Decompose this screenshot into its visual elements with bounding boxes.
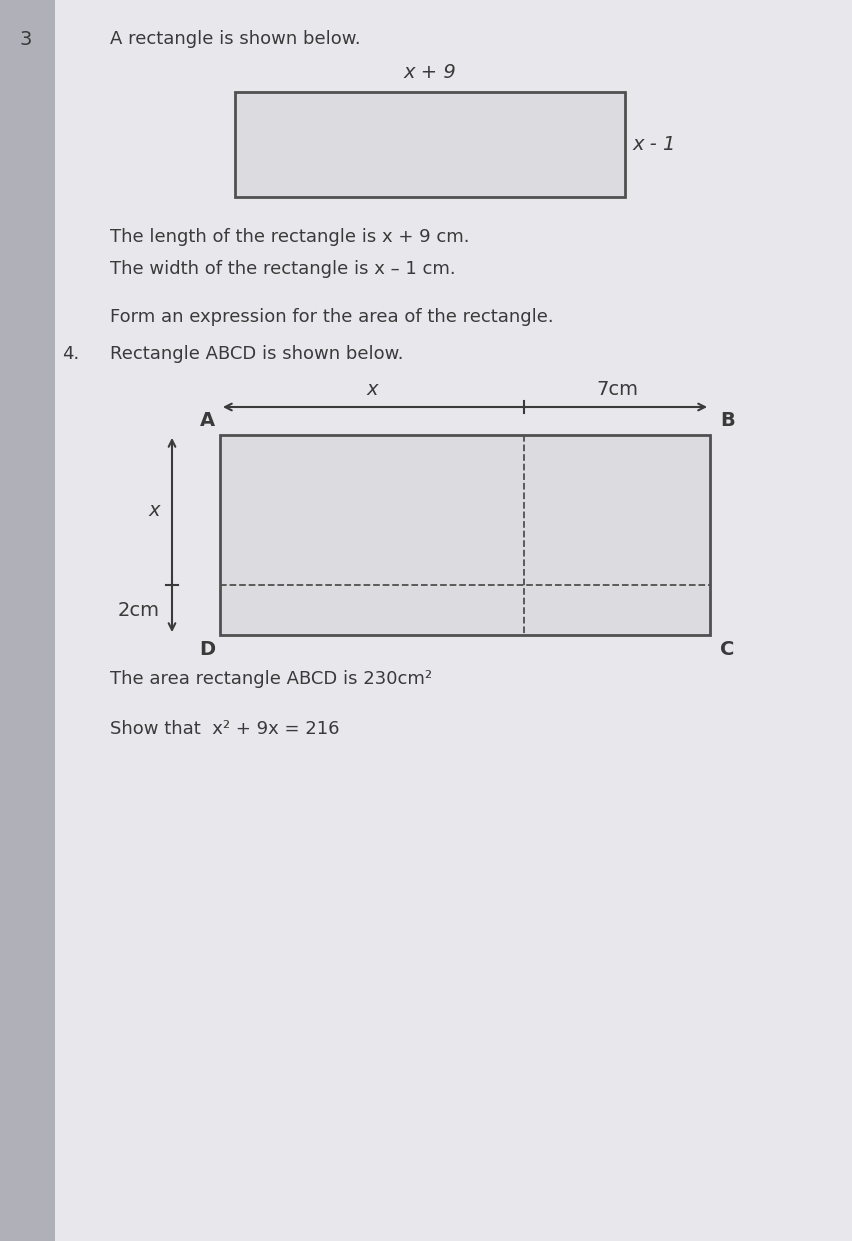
Bar (0, 0, 55, 1241)
Text: C: C (719, 640, 734, 659)
Text: x: x (148, 500, 160, 520)
Bar (220, 436, 709, 635)
Text: B: B (719, 411, 734, 429)
Text: A: A (199, 411, 215, 429)
Text: Form an expression for the area of the rectangle.: Form an expression for the area of the r… (110, 308, 553, 326)
Text: Rectangle ABCD is shown below.: Rectangle ABCD is shown below. (110, 345, 403, 364)
Text: Show that  x² + 9x = 216: Show that x² + 9x = 216 (110, 720, 339, 738)
Text: 7cm: 7cm (596, 380, 637, 400)
Text: The area rectangle ABCD is 230cm²: The area rectangle ABCD is 230cm² (110, 670, 432, 688)
Text: The width of the rectangle is x – 1 cm.: The width of the rectangle is x – 1 cm. (110, 261, 455, 278)
Text: D: D (199, 640, 215, 659)
Text: x: x (366, 380, 377, 400)
Bar (234, 92, 625, 197)
Text: 2cm: 2cm (118, 601, 160, 619)
Text: x - 1: x - 1 (632, 135, 676, 154)
Text: 3: 3 (20, 30, 32, 48)
Text: The length of the rectangle is x + 9 cm.: The length of the rectangle is x + 9 cm. (110, 228, 469, 246)
Text: A rectangle is shown below.: A rectangle is shown below. (110, 30, 360, 48)
Text: 4.: 4. (62, 345, 79, 364)
Text: x + 9: x + 9 (403, 63, 456, 82)
